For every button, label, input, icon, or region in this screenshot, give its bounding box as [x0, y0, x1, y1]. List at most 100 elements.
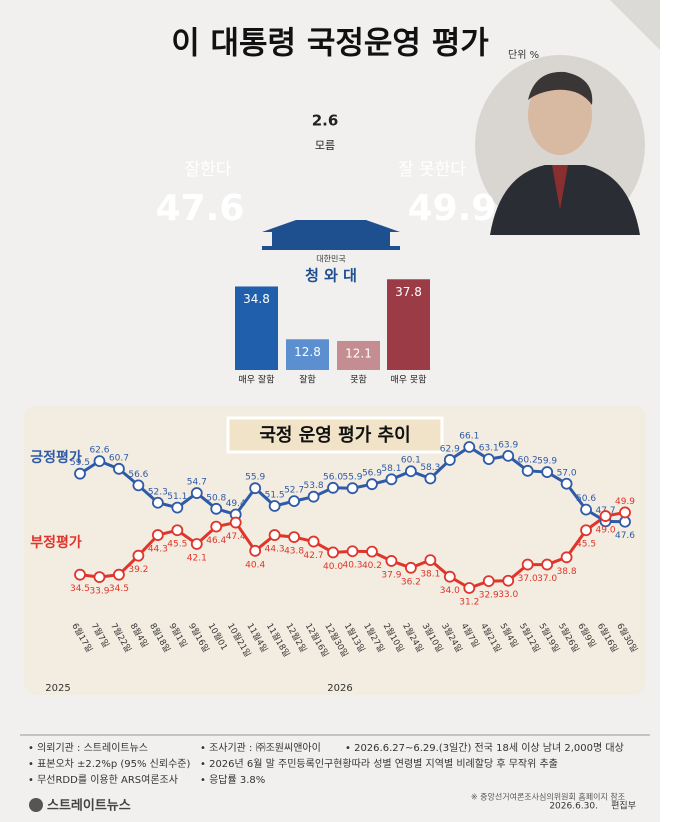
- point: [327, 546, 339, 559]
- point-label: 31.2: [459, 598, 479, 608]
- series-label: 부정평가: [30, 534, 82, 551]
- point-label: 36.2: [401, 577, 421, 587]
- point: [580, 503, 592, 516]
- point-label: 53.8: [304, 481, 324, 491]
- point: [113, 462, 125, 475]
- point-label: 44.3: [265, 545, 285, 555]
- point-label: 33.0: [498, 590, 518, 600]
- trend-title: 국정 운영 평가 추이: [259, 425, 410, 446]
- point-label: 60.7: [109, 453, 129, 463]
- point: [463, 441, 476, 453]
- point-label: 52.3: [148, 487, 168, 497]
- point: [288, 495, 301, 508]
- unit: 단위 %: [508, 48, 539, 61]
- footer-note: • 2026년 6월 말 주민등록인구현황따라 성별 연령별 지역별 비례할당 …: [200, 757, 558, 770]
- point: [268, 529, 281, 541]
- point: [541, 558, 554, 571]
- point-label: 63.9: [498, 440, 518, 450]
- bar-value: 37.8: [395, 285, 422, 299]
- point: [366, 478, 378, 491]
- bar: [337, 340, 380, 370]
- logo-mark: [29, 798, 43, 812]
- point: [385, 473, 398, 486]
- footer-note: • 조사기관 : ㈜조원씨앤아이: [200, 741, 321, 754]
- bar-value: 12.8: [294, 345, 321, 359]
- point-label: 45.5: [167, 540, 187, 550]
- point: [229, 516, 242, 529]
- point: [619, 506, 631, 519]
- bar: [286, 339, 329, 370]
- point: [190, 487, 203, 499]
- point-label: 49.9: [615, 497, 635, 507]
- corner-fold: [610, 0, 660, 50]
- point-label: 49.0: [596, 526, 616, 536]
- point-label: 34.0: [440, 586, 460, 596]
- point: [307, 535, 320, 548]
- point: [210, 520, 223, 533]
- point: [366, 545, 378, 558]
- emblem: 대한민국 청 와 대: [262, 220, 400, 285]
- point: [93, 455, 106, 468]
- point-label: 59.9: [537, 457, 557, 467]
- point: [151, 529, 164, 541]
- point-label: 55.9: [342, 473, 362, 483]
- point-label: 50.6: [576, 494, 596, 504]
- point: [599, 510, 612, 522]
- point: [268, 500, 281, 512]
- bar-category: 매우 못함: [391, 375, 427, 386]
- logo: 스트레이트뉴스: [47, 798, 131, 814]
- point: [249, 482, 262, 495]
- point: [190, 538, 203, 550]
- bar-category: 잘함: [299, 374, 316, 386]
- point: [249, 544, 262, 557]
- title: 이 대통령 국정운영 평가: [171, 26, 489, 62]
- point: [443, 570, 456, 583]
- point: [424, 554, 437, 567]
- point: [502, 449, 515, 462]
- series-label: 긍정평가: [30, 449, 82, 466]
- bar: [387, 279, 430, 370]
- point: [113, 568, 125, 581]
- point-label: 60.1: [401, 456, 421, 466]
- photo: [475, 55, 645, 235]
- point: [327, 481, 339, 494]
- point: [210, 502, 223, 515]
- point-label: 38.1: [420, 570, 440, 580]
- point: [288, 531, 301, 543]
- point: [580, 524, 592, 537]
- point-label: 52.7: [284, 486, 304, 496]
- point: [132, 549, 145, 562]
- point: [74, 568, 86, 581]
- point-label: 51.1: [167, 492, 187, 502]
- point: [404, 561, 417, 574]
- point-label: 32.9: [479, 591, 499, 601]
- point-label: 37.0: [518, 574, 538, 584]
- year-label: 2025: [45, 683, 70, 694]
- point-label: 63.1: [479, 444, 499, 454]
- source-note: ※ 중앙선거여론조사심의위원회 홈페이지 참조: [471, 792, 625, 802]
- point-label: 55.9: [245, 473, 265, 483]
- value-label: 2.6: [312, 112, 339, 130]
- point: [404, 465, 417, 478]
- point-label: 54.7: [187, 478, 207, 488]
- value-label: 47.6: [156, 188, 245, 229]
- point-label: 33.9: [89, 587, 109, 597]
- date: 2026.6.30.: [549, 802, 598, 812]
- point: [93, 571, 106, 583]
- footer-note: • 응답률 3.8%: [200, 774, 265, 786]
- point: [346, 482, 359, 495]
- point: [132, 479, 145, 492]
- category-label: 모름: [315, 139, 335, 152]
- point: [502, 574, 515, 587]
- point-label: 34.5: [109, 584, 129, 594]
- value-label: 49.9: [408, 188, 497, 229]
- point: [482, 453, 495, 466]
- point-label: 62.9: [440, 444, 460, 454]
- point-label: 43.8: [284, 547, 304, 557]
- point: [463, 582, 476, 594]
- point-label: 42.7: [304, 551, 324, 561]
- point-label: 51.5: [265, 490, 285, 500]
- bar-value: 12.1: [345, 346, 372, 360]
- point-label: 40.4: [245, 560, 265, 570]
